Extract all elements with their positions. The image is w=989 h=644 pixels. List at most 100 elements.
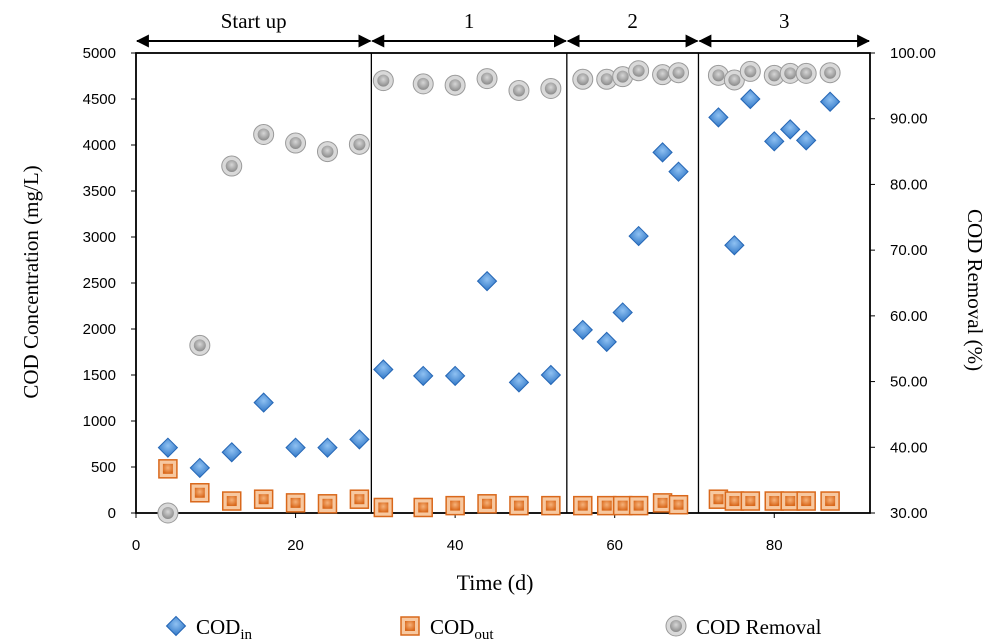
y-left-tick-label: 3500 (83, 183, 116, 200)
square-point-core (354, 494, 365, 505)
circle-point-core (824, 66, 837, 79)
diamond-point (764, 131, 785, 152)
square-point-core (378, 502, 389, 513)
x-tick-label: 20 (287, 537, 304, 554)
square-point-core (194, 487, 205, 498)
y-right-tick-label: 60.00 (890, 308, 928, 325)
square-point-core (745, 496, 756, 507)
phase-label: Start up (221, 9, 287, 33)
circle-point-core (576, 73, 589, 86)
circle-point-core (712, 69, 725, 82)
diamond-point (572, 319, 593, 341)
square-point-core (482, 498, 493, 509)
diamond-point (189, 457, 211, 479)
phase-annotations: Start up 1 2 3 (135, 9, 871, 513)
diamond-point (668, 161, 689, 182)
diamond-point (157, 437, 179, 458)
y-left-tick-label: 0 (108, 505, 116, 522)
diamond-point (795, 130, 817, 151)
data-markers (157, 60, 841, 524)
square-point-core (450, 500, 461, 511)
square-point-core (633, 500, 644, 511)
diamond-point (596, 331, 617, 353)
circle-point-core (784, 67, 797, 80)
square-point-core (825, 496, 836, 507)
square-point-core (729, 496, 740, 507)
y-right-tick-label: 90.00 (890, 111, 928, 128)
square-point-core (769, 496, 780, 507)
legend-square-marker-core (405, 621, 415, 631)
circle-point-core (632, 64, 645, 77)
square-point-core (577, 500, 588, 511)
square-point-core (513, 500, 524, 511)
circle-point-core (481, 72, 494, 85)
y-axis-label-right: COD Removal (%) (963, 209, 987, 371)
circle-point-core (353, 138, 366, 151)
phase-label: 2 (627, 9, 638, 33)
circle-point-core (193, 339, 206, 352)
y-left-tick-label: 3000 (83, 229, 116, 246)
circle-point-core (449, 79, 462, 92)
legend-label-main: COD Removal (696, 615, 822, 639)
circle-point-core (321, 145, 334, 158)
square-point-core (657, 497, 668, 508)
diamond-point (253, 392, 274, 413)
diamond-point (285, 437, 306, 458)
diamond-point (413, 365, 434, 387)
square-point-core (226, 496, 237, 507)
legend-label: COD Removal (696, 615, 822, 639)
x-tick-label: 80 (766, 537, 783, 554)
y-left-tick-label: 4500 (83, 91, 116, 108)
x-axis-label: Time (d) (457, 570, 534, 595)
legend-diamond-marker (165, 615, 187, 637)
diamond-point (724, 235, 745, 256)
circle-point-core (225, 160, 238, 173)
circle-point-core (616, 70, 629, 83)
legend-label-subscript: in (240, 627, 252, 643)
circle-point-core (800, 67, 813, 80)
diamond-point (628, 225, 649, 247)
diamond-point (652, 142, 673, 163)
square-point-core (258, 494, 269, 505)
circle-point-core (289, 137, 302, 150)
square-point-core (617, 500, 628, 511)
square-point-core (601, 500, 612, 511)
circle-point-core (544, 82, 557, 95)
diamond-point (221, 442, 242, 463)
circle-point-core (600, 73, 613, 86)
diamond-point (476, 270, 498, 292)
diamond-point (540, 364, 562, 386)
circle-point-core (728, 73, 741, 86)
y-left-tick-label: 500 (91, 459, 116, 476)
x-tick-label: 60 (606, 537, 623, 554)
y-left-tick-label: 1500 (83, 367, 116, 384)
y-axis-label-left: COD Concentration (mg/L) (19, 165, 43, 398)
phase-label: 3 (779, 9, 790, 33)
square-point-core (418, 502, 429, 513)
diamond-point (708, 107, 729, 128)
square-point-core (162, 463, 173, 474)
circle-point-core (656, 68, 669, 81)
y-right-tick-label: 100.00 (890, 45, 936, 62)
y-right-tick-label: 70.00 (890, 242, 928, 259)
circle-point-core (768, 69, 781, 82)
square-point-core (673, 499, 684, 510)
y-left-tick-label: 2000 (83, 321, 116, 338)
plot-frame (135, 52, 871, 514)
x-tick-label: 0 (132, 537, 140, 554)
legend-circle-marker-core (670, 620, 682, 632)
diamond-point (317, 437, 338, 458)
legend-label: CODin (196, 615, 253, 643)
diamond-point (780, 119, 801, 140)
legend-label: CODout (430, 615, 494, 643)
circle-point-core (377, 74, 390, 87)
diamond-point (349, 429, 370, 450)
circle-point-core (744, 65, 757, 78)
circle-point-core (417, 77, 430, 90)
diamond-point (612, 302, 633, 323)
diamond-point (819, 91, 841, 112)
y-right-tick-label: 80.00 (890, 176, 928, 193)
legend-label-main: COD (196, 615, 240, 639)
circle-point-core (257, 128, 270, 141)
